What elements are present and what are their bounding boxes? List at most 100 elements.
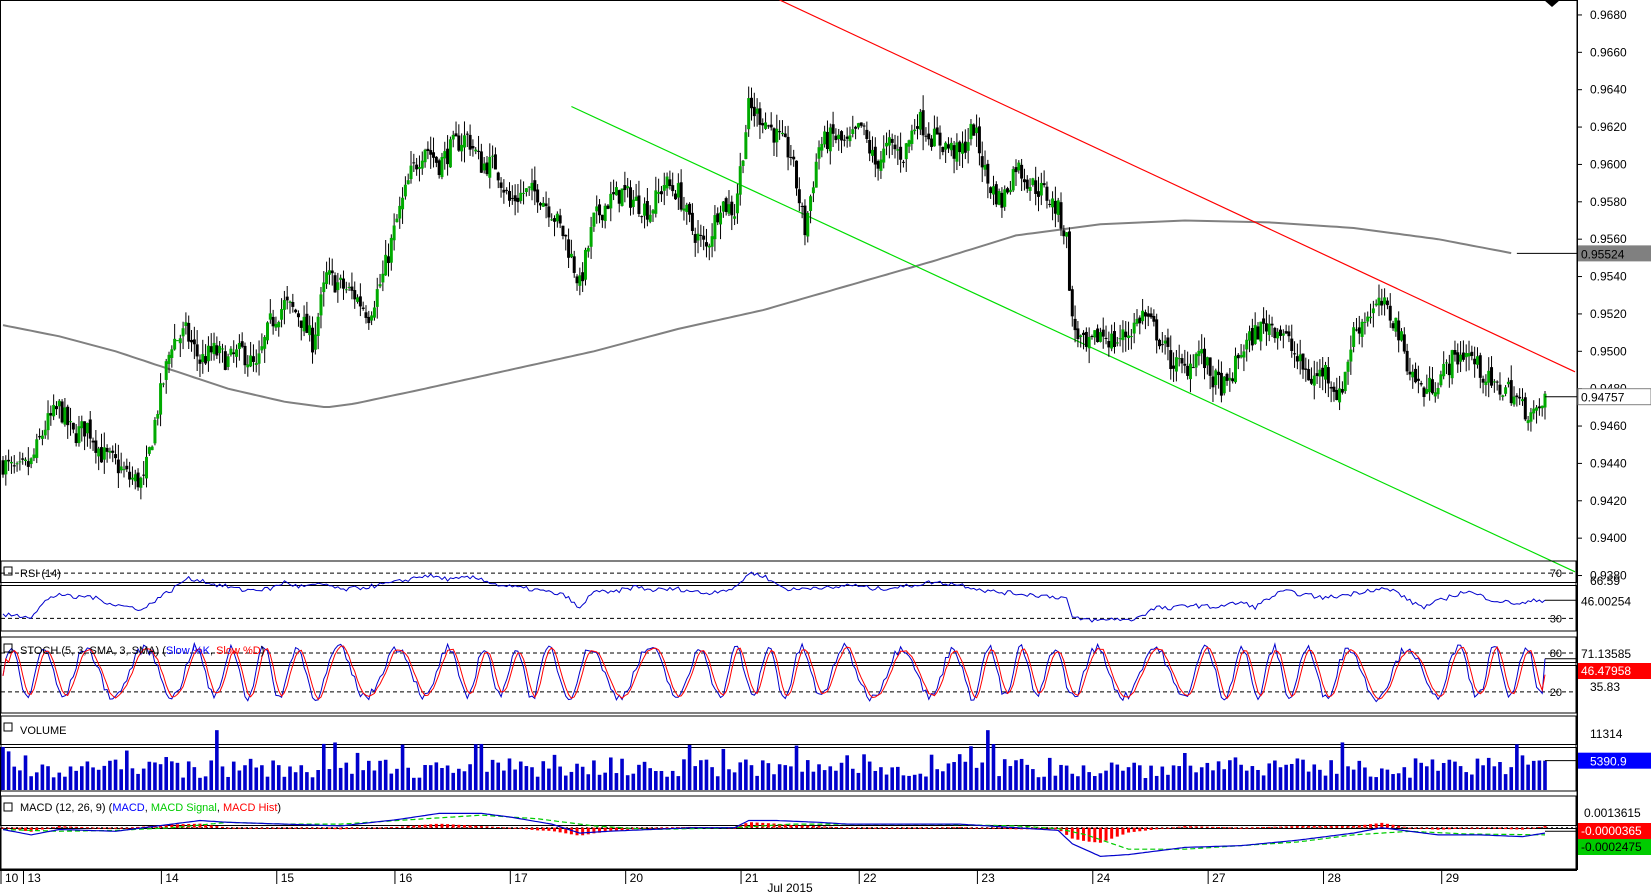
candle-body [862, 125, 866, 127]
volume-bar [603, 772, 607, 790]
candle-body [170, 349, 174, 358]
volume-bar [1470, 774, 1474, 790]
macd-hist-bar [502, 827, 506, 829]
candle-body [1445, 362, 1449, 364]
volume-bar [1340, 742, 1345, 790]
volume-bar [727, 769, 731, 790]
candle-body [831, 124, 835, 134]
candle-body [184, 322, 188, 327]
macd-hist-bar [367, 827, 371, 829]
volume-bar [980, 762, 985, 790]
macd-hist-bar [401, 826, 405, 828]
candle-body [659, 191, 663, 195]
macd-hist-bar [74, 826, 78, 828]
price-tick-label: 0.9420 [1590, 494, 1627, 508]
candle-body [1309, 378, 1313, 384]
candle-body [108, 451, 112, 453]
candle-body [364, 312, 368, 318]
macd-hist-bar [1093, 827, 1097, 843]
volume-bar [18, 770, 22, 790]
volume-bar [642, 761, 647, 790]
x-date-label: 21 [745, 871, 759, 885]
volume-bar [192, 767, 197, 790]
macd-hist-bar [18, 827, 22, 831]
candle-body [446, 148, 450, 165]
macd-hist-bar [1155, 827, 1159, 830]
macd-hist-bar [1352, 826, 1356, 828]
candle-body [1006, 188, 1010, 193]
candle-body [544, 203, 548, 206]
volume-bar [957, 754, 962, 790]
candle-body [1383, 297, 1387, 305]
candle-body [983, 164, 987, 170]
candle-body [1203, 348, 1207, 369]
candle-body [749, 97, 753, 109]
candle-body [274, 323, 278, 328]
volume-bar [288, 766, 292, 790]
volume-bar [850, 768, 855, 790]
volume-bar [777, 764, 782, 790]
candle-body [1070, 289, 1074, 317]
macd-hist-bar [738, 825, 742, 828]
volume-frame [0, 715, 1577, 792]
candle-body [899, 146, 903, 160]
candle-body [440, 156, 444, 178]
candle-body [1098, 332, 1102, 342]
candle-body [806, 212, 810, 237]
candle-body [918, 111, 922, 130]
macd-hist-bar [1397, 825, 1401, 828]
candle-body [513, 195, 517, 202]
candle-body [1059, 202, 1063, 229]
candle-body [674, 193, 678, 200]
candle-body [916, 126, 920, 129]
macd-line [2, 812, 1546, 858]
volume-bar [986, 730, 990, 790]
macd-hist-bar [873, 827, 877, 829]
volume-bar [1413, 758, 1418, 790]
volume-bar [333, 742, 337, 790]
candle-body [600, 214, 604, 221]
candle-body [122, 469, 126, 471]
candle-body [1380, 300, 1384, 306]
volume-bar [1211, 770, 1215, 790]
volume-bar [1183, 753, 1187, 790]
candle-body [834, 135, 838, 141]
macd-hist-bar [1532, 827, 1536, 829]
candle-body [415, 164, 419, 170]
macd-hist-bar [930, 827, 934, 829]
lower-trend-line [571, 105, 1576, 573]
candle-body [778, 131, 782, 133]
candle-body [930, 138, 934, 147]
candle-body [218, 346, 222, 354]
stoch-frame [0, 636, 1577, 714]
candle-body [1180, 358, 1184, 364]
volume-bar [896, 766, 900, 790]
volume-bar [1447, 759, 1452, 790]
candle-body [530, 182, 534, 191]
candle-body [1481, 378, 1485, 383]
rsi-frame [0, 560, 1577, 632]
candle-body [1284, 331, 1288, 334]
candle-body [271, 316, 275, 327]
macd-hist-bar [952, 827, 956, 829]
candle-body [775, 128, 779, 143]
candle-body [21, 458, 25, 460]
macd-hist-bar [226, 827, 230, 829]
volume-bar [1070, 773, 1075, 790]
macd-hist-bar [350, 827, 354, 829]
candle-body [1135, 318, 1139, 324]
candle-body [1470, 351, 1474, 356]
candle-body [859, 122, 863, 126]
volume-bar [136, 773, 140, 790]
macd-hist-bar [778, 823, 782, 828]
volume-bar [907, 775, 911, 790]
candle-body [1225, 373, 1229, 381]
month-label: Jul 2015 [767, 881, 813, 895]
candle-body [1197, 350, 1201, 357]
macd-hist-bar [102, 827, 106, 829]
candle-body [797, 189, 801, 204]
candle-body [1253, 325, 1257, 344]
volume-bar [699, 760, 703, 790]
candle-body [730, 201, 734, 216]
macd-hist-bar [1430, 827, 1434, 830]
